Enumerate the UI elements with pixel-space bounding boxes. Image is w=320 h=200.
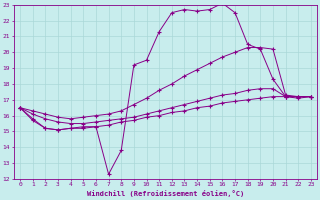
X-axis label: Windchill (Refroidissement éolien,°C): Windchill (Refroidissement éolien,°C): [87, 190, 244, 197]
